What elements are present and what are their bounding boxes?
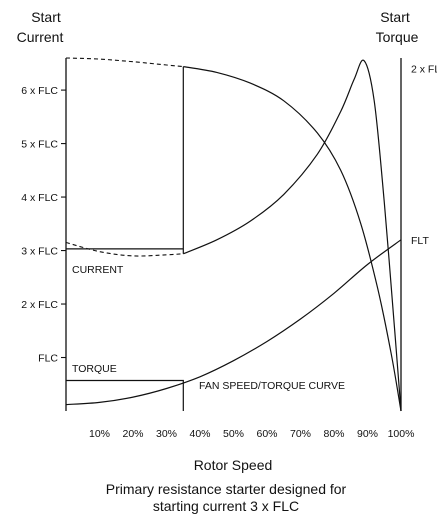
series-group bbox=[65, 57, 402, 412]
right-axis-heading-line1: Start bbox=[380, 9, 410, 25]
x-tick-label: 20% bbox=[122, 428, 143, 440]
left-axis-heading-line2: Current bbox=[17, 29, 64, 45]
y-tick-label: 2 x FLC bbox=[21, 299, 58, 311]
caption-line2: starting current 3 x FLC bbox=[153, 498, 299, 514]
y-tick-label: 4 x FLC bbox=[21, 192, 58, 204]
torque-curve-label: TORQUE bbox=[72, 363, 117, 375]
x-tick-label: 100% bbox=[388, 428, 415, 440]
y-tick-label-right: FLT bbox=[411, 235, 429, 247]
series-line-motor-current-dol bbox=[65, 57, 184, 68]
x-axis-label: Rotor Speed bbox=[194, 457, 273, 473]
fan-curve-label: FAN SPEED/TORQUE CURVE bbox=[199, 380, 345, 392]
x-tick-label: 10% bbox=[89, 428, 110, 440]
y-ticks-left: FLC 2 x FLC 3 x FLC 4 x FLC 5 x FLC 6 x FLC bbox=[21, 85, 66, 365]
y-ticks-right: FLT 2 x FLT bbox=[411, 64, 437, 247]
series-line-motor-torque bbox=[183, 59, 402, 412]
caption-line1: Primary resistance starter designed for bbox=[106, 481, 347, 497]
x-tick-label: 70% bbox=[290, 428, 311, 440]
x-tick-labels: 10% 20% 30% 40% 50% 60% 70% 80% 90% 100% bbox=[89, 428, 414, 440]
x-tick-label: 90% bbox=[357, 428, 378, 440]
series-line-starter-torque-limit bbox=[66, 379, 184, 411]
right-axis-heading-line2: Torque bbox=[376, 29, 419, 45]
series-line-fan-load bbox=[65, 239, 402, 406]
y-tick-label: FLC bbox=[38, 353, 58, 365]
y-tick-label: 3 x FLC bbox=[21, 246, 58, 258]
y-tick-label: 6 x FLC bbox=[21, 85, 58, 97]
x-tick-label: 50% bbox=[223, 428, 244, 440]
left-axis-heading-line1: Start bbox=[31, 9, 61, 25]
current-curve-label: CURRENT bbox=[72, 264, 124, 276]
x-tick-label: 80% bbox=[323, 428, 344, 440]
y-tick-label-right: 2 x FLT bbox=[411, 64, 437, 76]
x-tick-label: 30% bbox=[156, 428, 177, 440]
series-line-starter-current-limit bbox=[66, 66, 184, 254]
x-tick-label: 60% bbox=[256, 428, 277, 440]
y-tick-label: 5 x FLC bbox=[21, 139, 58, 151]
x-tick-label: 40% bbox=[189, 428, 210, 440]
series-line-motor-current bbox=[183, 66, 402, 412]
